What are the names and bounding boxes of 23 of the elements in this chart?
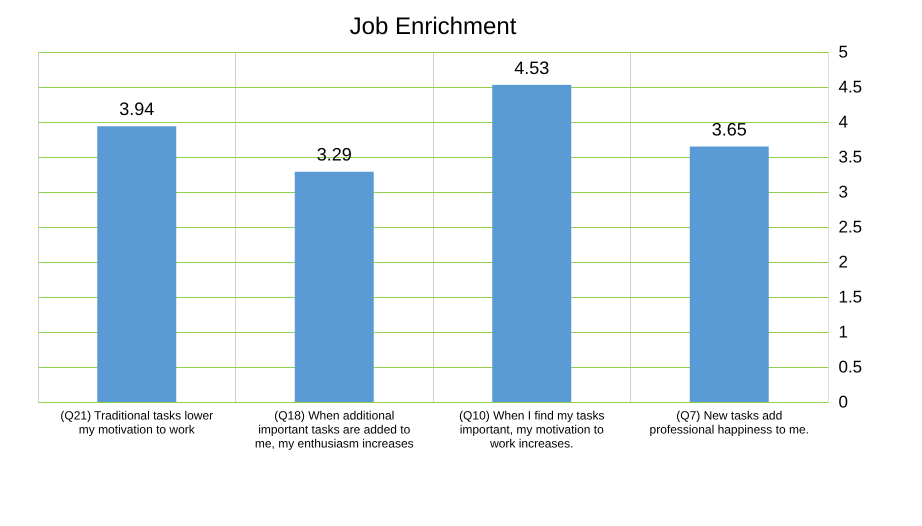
- x-tick-label: (Q7) New tasks add professional happiness to me.: [650, 408, 809, 436]
- y-tick-label: 4: [838, 112, 848, 132]
- x-tick-label: (Q21) Traditional tasks lower my motivation to work: [60, 408, 214, 436]
- x-tick-label: (Q18) When additional important tasks are added to me, my enthusiasm increases: [254, 408, 414, 450]
- data-label: 3.94: [119, 99, 154, 120]
- x-tick-label: (Q10) When I find my tasks important, my motivation to work increases.: [459, 408, 604, 450]
- y-tick-label: 1.5: [838, 288, 862, 306]
- y-tick-label: 0.5: [838, 358, 862, 376]
- y-tick-label: 5: [838, 42, 848, 62]
- bar: [294, 172, 374, 402]
- y-tick-label: 4.5: [838, 78, 862, 96]
- y-tick-label: 3.5: [838, 148, 862, 166]
- y-tick-label: 2: [838, 252, 848, 272]
- y-tick-label: 3: [838, 182, 848, 202]
- bar: [690, 146, 769, 402]
- y-tick-label: 1: [838, 322, 848, 342]
- bar: [492, 84, 572, 402]
- y-tick-label: 2.5: [838, 218, 862, 236]
- bar: [97, 126, 176, 402]
- y-tick-label: 0: [838, 392, 848, 412]
- chart-title: Job Enrichment: [350, 13, 517, 40]
- data-label: 3.65: [712, 120, 747, 140]
- data-label: 4.53: [514, 58, 550, 78]
